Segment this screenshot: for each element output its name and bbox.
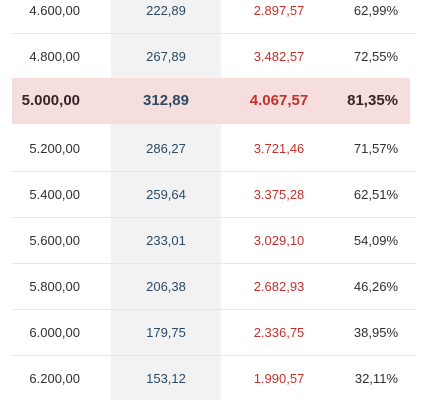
amount-cell: 4.600,00 — [29, 3, 80, 18]
table-row: 6.200,00 153,12 1.990,57 32,11% — [0, 356, 428, 400]
row-divider — [12, 217, 416, 218]
amount-cell: 5.200,00 — [29, 141, 80, 156]
percent-cell: 81,35% — [347, 92, 398, 109]
percent-cell: 62,51% — [353, 187, 398, 202]
table-row: 5.600,00 233,01 3.029,10 54,09% — [0, 218, 428, 264]
percent-cell: 32,11% — [354, 371, 398, 386]
row-divider — [12, 171, 416, 172]
row-divider — [12, 33, 416, 34]
amount-cell: 4.800,00 — [29, 49, 80, 64]
value-cell: 267,89 — [146, 49, 186, 64]
value-cell: 233,01 — [146, 233, 186, 248]
highlight-background — [12, 78, 410, 124]
total-cell: 2.336,75 — [253, 325, 305, 340]
value-cell: 206,38 — [146, 279, 186, 294]
table-row: 4.600,00 222,89 2.897,57 62,99% — [0, 0, 428, 34]
percent-cell: 38,95% — [353, 325, 398, 340]
amount-cell: 6.000,00 — [29, 325, 80, 340]
total-cell: 2.897,57 — [253, 3, 305, 18]
value-cell: 179,75 — [146, 325, 186, 340]
percent-cell: 71,57% — [353, 141, 398, 156]
value-cell: 222,89 — [146, 3, 186, 18]
percent-cell: 62,99% — [353, 3, 398, 18]
column-highlight-background — [111, 0, 221, 400]
amount-cell: 6.200,00 — [29, 371, 80, 386]
total-cell: 2.682,93 — [253, 279, 305, 294]
total-cell: 3.482,57 — [253, 49, 305, 64]
value-cell: 153,12 — [146, 371, 186, 386]
percent-cell: 46,26% — [353, 279, 398, 294]
value-cell: 312,89 — [143, 92, 189, 109]
total-cell: 1.990,57 — [253, 371, 305, 386]
table-row: 6.000,00 179,75 2.336,75 38,95% — [0, 310, 428, 356]
row-divider — [12, 309, 416, 310]
row-divider — [12, 263, 416, 264]
value-cell: 286,27 — [146, 141, 186, 156]
percent-cell: 54,09% — [353, 233, 398, 248]
percent-cell: 72,55% — [353, 49, 398, 64]
table-row: 5.400,00 259,64 3.375,28 62,51% — [0, 172, 428, 218]
value-cell: 259,64 — [146, 187, 186, 202]
amount-cell: 5.800,00 — [29, 279, 80, 294]
amount-cell: 5.600,00 — [29, 233, 80, 248]
table-row: 5.200,00 286,27 3.721,46 71,57% — [0, 126, 428, 172]
table-row: 5.800,00 206,38 2.682,93 46,26% — [0, 264, 428, 310]
table-row: 4.800,00 267,89 3.482,57 72,55% — [0, 34, 428, 80]
total-cell: 3.721,46 — [253, 141, 305, 156]
total-cell: 3.375,28 — [253, 187, 305, 202]
row-divider — [12, 355, 416, 356]
amount-cell: 5.000,00 — [21, 92, 80, 109]
total-cell: 4.067,57 — [249, 92, 309, 109]
total-cell: 3.029,10 — [253, 233, 305, 248]
table-row-highlighted: 5.000,00 312,89 4.067,57 81,35% — [0, 78, 428, 124]
amount-cell: 5.400,00 — [29, 187, 80, 202]
